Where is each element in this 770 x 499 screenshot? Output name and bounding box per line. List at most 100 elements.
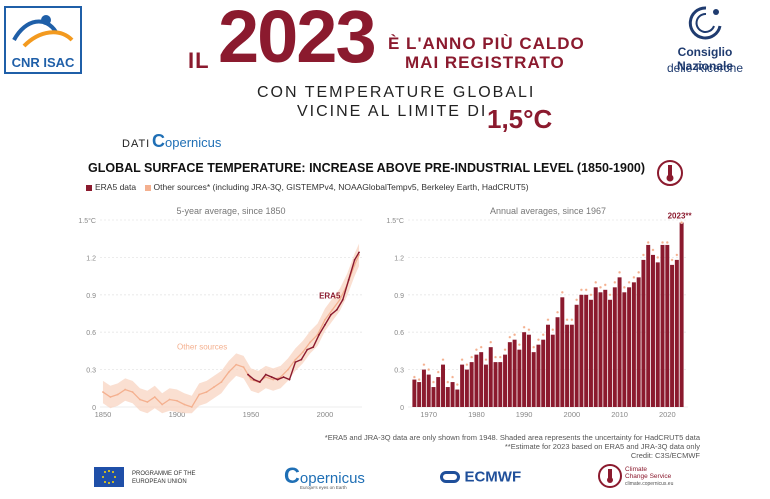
data-point-era5 [282, 376, 285, 378]
data-point-other-sources [153, 396, 156, 398]
bar-era5 [546, 324, 550, 407]
cnr-isac-text: CNR ISAC [11, 55, 75, 70]
right-y-tick-label: 0.3 [394, 368, 404, 375]
marker-other-sources [546, 318, 550, 322]
data-point-era5 [288, 378, 291, 381]
bar-era5 [541, 339, 546, 407]
right-y-tick-label: 1.2 [394, 255, 404, 262]
marker-other-sources [479, 345, 483, 349]
temperature-limit: 1,5°C [487, 104, 553, 134]
left-x-tick-label: 1950 [243, 410, 260, 419]
bar-era5 [593, 287, 598, 407]
data-point-era5 [318, 333, 320, 336]
data-point-era5 [312, 346, 315, 349]
bar-era5 [584, 294, 589, 407]
marker-other-sources [451, 375, 455, 379]
marker-other-sources [594, 280, 598, 284]
bar-era5 [650, 254, 655, 407]
data-point-era5 [264, 373, 267, 376]
marker-other-sources [632, 275, 636, 279]
c3s-label-2: Change Service [625, 473, 672, 480]
subtitle-line2: VICINE AL LIMITE DI [297, 103, 488, 120]
eu-flag-icon [94, 467, 124, 487]
bar-era5 [612, 287, 617, 407]
marker-other-sources [441, 358, 445, 362]
marker-other-sources [460, 358, 464, 362]
marker-other-sources [637, 270, 641, 274]
left-y-tick-label: 0.3 [86, 368, 96, 375]
bar-era5 [464, 369, 469, 407]
left-y-tick-label: 0.6 [86, 330, 96, 337]
right-panel-title: Annual averages, since 1967 [490, 206, 606, 216]
marker-other-sources [494, 355, 497, 359]
left-y-tick-label: 0 [92, 405, 96, 412]
left-y-tick-label: 0.9 [86, 293, 96, 300]
marker-other-sources [527, 328, 531, 332]
bar-era5 [565, 324, 570, 407]
left-x-tick-label: 1900 [169, 410, 186, 419]
marker-other-sources [641, 253, 645, 257]
bar-era5 [679, 222, 684, 407]
eu-label-2: EUROPEAN UNION [132, 479, 187, 485]
left-x-tick-label: 2000 [317, 410, 334, 419]
bar-era5 [421, 369, 426, 407]
bar-era5 [588, 299, 593, 407]
data-point-other-sources [131, 391, 134, 393]
left-panel-title: 5-year average, since 1850 [176, 206, 285, 216]
data-point-other-sources [168, 398, 171, 401]
data-point-era5 [341, 298, 344, 301]
bar-era5 [412, 379, 417, 407]
data-point-other-sources [220, 381, 223, 383]
left-y-tick-label: 1.2 [86, 255, 96, 262]
data-point-era5 [270, 376, 273, 378]
marker-other-sources [522, 325, 526, 329]
marker-other-sources [532, 345, 536, 349]
copernicus-logo-bottom: Copernicus Europe's eyes on Earth [284, 463, 365, 490]
marker-other-sources [517, 343, 521, 347]
data-point-other-sources [139, 398, 141, 401]
marker-other-sources [608, 293, 612, 297]
bar-era5 [503, 354, 508, 407]
data-point-era5 [358, 251, 360, 254]
bar-era5 [479, 352, 484, 407]
cnr-name-line2: delle Ricerche [666, 61, 744, 75]
marker-other-sources [470, 355, 474, 359]
marker-other-sources [537, 338, 540, 342]
marker-other-sources [570, 318, 574, 322]
bar-era5 [631, 282, 636, 407]
marker-other-sources [656, 255, 660, 259]
marker-other-sources [436, 370, 440, 374]
marker-other-sources [489, 340, 493, 344]
cnr-emblem-icon [688, 6, 722, 40]
marker-other-sources [427, 368, 431, 372]
copernicus-bottom-wordmark: opernicus [299, 470, 365, 487]
bar-era5 [655, 262, 660, 407]
right-x-tick-label: 2000 [564, 410, 581, 419]
right-y-tick-label: 1.5°C [386, 217, 404, 225]
legend-era5: ERA5 data [95, 182, 137, 192]
legend-swatch-era5 [86, 184, 92, 191]
data-point-other-sources [183, 403, 186, 406]
c3s-thermometer-icon [657, 160, 683, 186]
marker-other-sources [651, 248, 655, 252]
bar-era5 [536, 344, 541, 407]
c3s-logo-icon [598, 464, 622, 488]
data-point-other-sources [316, 333, 319, 336]
series-line-other-sources [102, 254, 360, 408]
data-point-other-sources [264, 376, 267, 378]
right-x-tick-label: 1980 [468, 410, 485, 419]
data-point-era5 [300, 358, 303, 361]
data-point-era5 [258, 381, 261, 383]
data-point-era5 [306, 348, 309, 351]
legend-other: Other sources* (including JRA-3Q, GISTEM… [153, 182, 529, 192]
bar-era5 [498, 362, 503, 407]
right-x-tick-label: 2010 [611, 410, 628, 419]
data-point-era5 [335, 308, 338, 311]
marker-other-sources [503, 348, 507, 352]
data-point-other-sources [294, 358, 297, 361]
c3s-label-1: Climate [625, 466, 648, 473]
bar-era5 [622, 292, 627, 407]
marker-other-sources [618, 270, 622, 274]
data-point-other-sources [146, 401, 149, 403]
marker-other-sources [541, 333, 545, 337]
